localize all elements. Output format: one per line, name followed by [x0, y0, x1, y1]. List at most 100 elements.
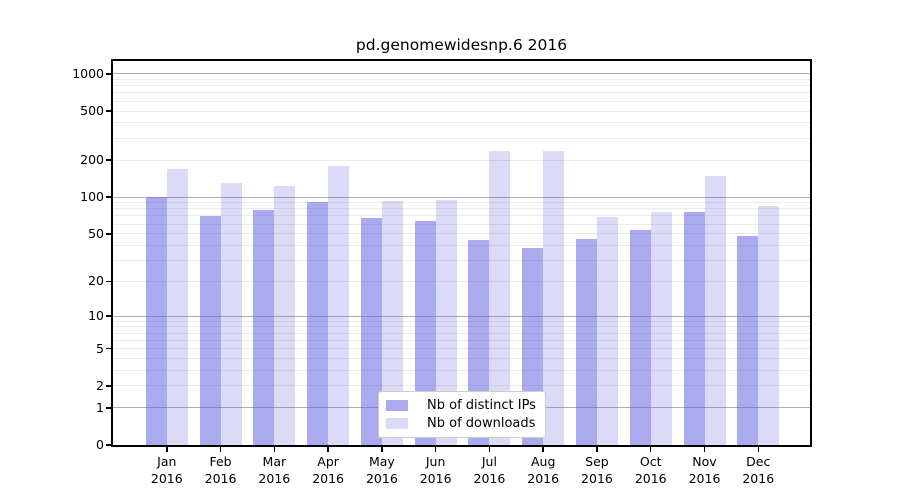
- legend: Nb of distinct IPs Nb of downloads: [378, 391, 546, 438]
- bar-downloads: [166, 168, 188, 445]
- bar-downloads: [381, 201, 403, 445]
- legend-label-downloads: Nb of downloads: [427, 416, 536, 431]
- x-tick-mark: [434, 447, 437, 452]
- y-tick-mark: [106, 347, 113, 350]
- legend-swatch-distinct-ips: [386, 400, 408, 411]
- bar-distinct-ips: [145, 197, 167, 445]
- x-tick-label: Jun 2016: [419, 454, 452, 486]
- x-tick-label: Sep 2016: [581, 454, 613, 486]
- bar-downloads: [274, 186, 296, 445]
- y-tick-label: 50: [88, 225, 104, 241]
- x-tick-label: Jul 2016: [473, 454, 506, 486]
- minor-gridline: [113, 260, 810, 262]
- x-tick-mark: [542, 447, 544, 452]
- minor-gridline: [113, 215, 810, 217]
- bar-downloads: [489, 151, 511, 445]
- minor-gridline: [113, 202, 810, 204]
- x-tick-mark: [219, 447, 222, 452]
- minor-gridline: [113, 358, 810, 360]
- minor-gridline: [113, 92, 810, 94]
- y-tick-label: 0: [96, 437, 104, 452]
- major-gridline: [113, 73, 810, 75]
- x-tick-label: May 2016: [365, 454, 398, 486]
- x-tick-label: Dec 2016: [742, 454, 775, 486]
- legend-item-downloads: Nb of downloads: [386, 416, 545, 431]
- x-tick-label: Nov 2016: [688, 454, 721, 486]
- bar-downloads: [543, 151, 565, 445]
- y-tick-label: 10: [88, 308, 104, 324]
- bar-distinct-ips: [360, 217, 382, 445]
- minor-gridline: [113, 326, 810, 328]
- y-tick-mark: [106, 196, 113, 198]
- minor-gridline: [113, 244, 810, 246]
- y-tick-label: 100: [80, 189, 104, 205]
- minor-gridline: [113, 233, 810, 235]
- bar-distinct-ips: [737, 235, 759, 445]
- x-tick-mark: [596, 447, 598, 452]
- minor-gridline: [113, 137, 810, 139]
- y-tick-label: 1: [96, 399, 104, 415]
- x-tick-label: Apr 2016: [312, 454, 345, 486]
- legend-swatch-downloads: [386, 418, 408, 429]
- x-tick-label: Feb 2016: [204, 454, 237, 486]
- minor-gridline: [113, 370, 810, 372]
- y-tick-mark: [106, 444, 113, 446]
- y-tick-label: 200: [80, 152, 104, 168]
- bar-downloads: [596, 216, 618, 445]
- y-tick-mark: [106, 110, 113, 112]
- y-tick-mark: [106, 280, 113, 283]
- bar-distinct-ips: [629, 229, 651, 445]
- minor-gridline: [113, 159, 810, 161]
- bar-distinct-ips: [575, 239, 597, 445]
- bar-downloads: [704, 175, 726, 445]
- minor-gridline: [113, 208, 810, 210]
- minor-gridline: [113, 348, 810, 350]
- x-tick-mark: [757, 447, 760, 452]
- x-tick-mark: [649, 447, 652, 452]
- bar-downloads: [758, 206, 780, 445]
- minor-gridline: [113, 79, 810, 80]
- legend-label-distinct-ips: Nb of distinct IPs: [427, 398, 536, 413]
- bar-distinct-ips: [253, 210, 275, 445]
- x-tick-label: Mar 2016: [258, 454, 291, 486]
- x-tick-mark: [166, 447, 168, 452]
- x-tick-mark: [381, 447, 383, 452]
- chart-title: pd.genomewidesnp.6 2016: [355, 36, 568, 54]
- bar-downloads: [435, 200, 457, 445]
- y-tick-label: 5: [96, 340, 104, 356]
- minor-gridline: [113, 332, 810, 334]
- minor-gridline: [113, 110, 810, 112]
- x-tick-label: Aug 2016: [527, 454, 560, 486]
- y-tick-label: 1000: [72, 65, 104, 81]
- y-tick-mark: [106, 159, 113, 161]
- y-tick-mark: [106, 315, 113, 317]
- minor-gridline: [113, 100, 810, 102]
- x-tick-mark: [273, 447, 276, 452]
- minor-gridline: [113, 280, 810, 282]
- y-tick-label: 500: [80, 103, 104, 119]
- y-tick-label: 2: [96, 377, 104, 393]
- minor-gridline: [113, 122, 810, 124]
- minor-gridline: [113, 223, 810, 225]
- legend-item-distinct-ips: Nb of distinct IPs: [386, 398, 545, 413]
- x-tick-mark: [703, 447, 706, 452]
- minor-gridline: [113, 339, 810, 341]
- minor-gridline: [113, 320, 810, 322]
- minor-gridline: [113, 85, 810, 87]
- bar-downloads: [220, 182, 242, 445]
- y-tick-mark: [106, 73, 113, 75]
- minor-gridline: [113, 385, 810, 387]
- x-tick-mark: [327, 447, 329, 452]
- bar-distinct-ips: [307, 202, 329, 445]
- y-tick-mark: [106, 407, 113, 409]
- bar-distinct-ips: [199, 215, 221, 445]
- bar-distinct-ips: [414, 220, 436, 445]
- bar-downloads: [650, 211, 672, 445]
- y-tick-label: 20: [88, 273, 104, 289]
- major-gridline: [113, 196, 810, 198]
- y-tick-mark: [106, 233, 113, 235]
- bar-distinct-ips: [683, 211, 705, 445]
- y-tick-mark: [106, 385, 113, 387]
- x-tick-label: Jan 2016: [150, 454, 183, 486]
